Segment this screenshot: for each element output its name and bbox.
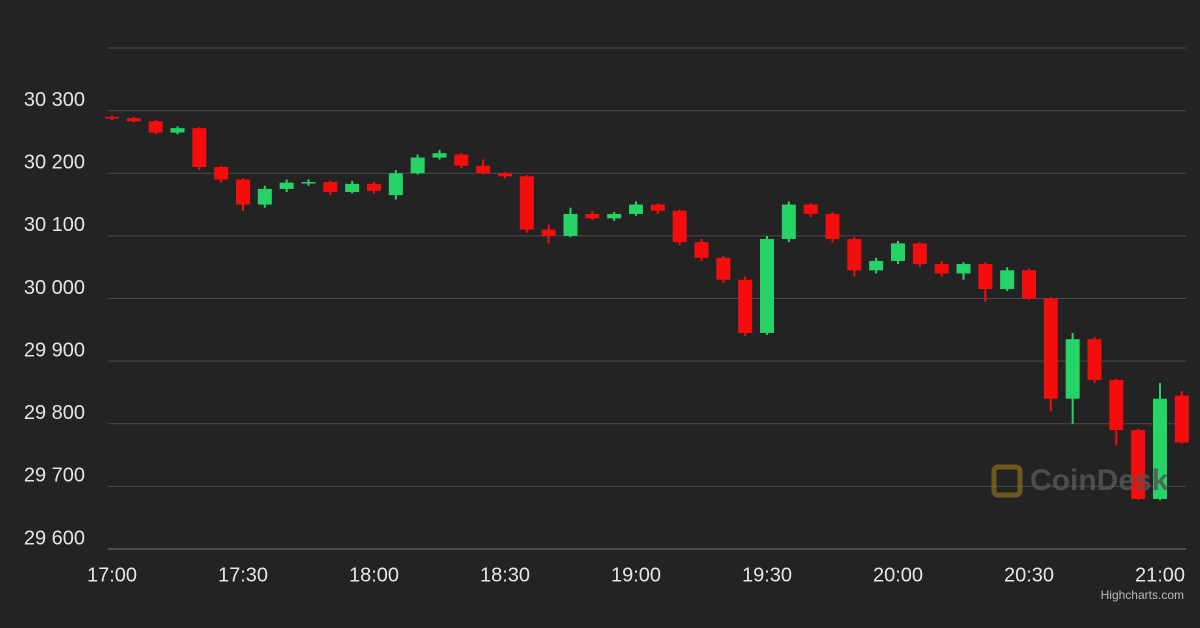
y-tick-label: 30 200 — [24, 152, 85, 174]
candle-body — [301, 182, 316, 184]
candle-body — [1043, 298, 1058, 399]
y-tick-label: 30 000 — [24, 277, 85, 299]
candle-body — [607, 213, 622, 219]
candle-body — [519, 176, 534, 230]
candle-body — [1065, 339, 1080, 399]
x-tick-label: 18:00 — [349, 564, 399, 586]
candle-body — [1131, 430, 1146, 499]
x-tick-label: 19:00 — [611, 564, 661, 586]
x-tick-label: 18:30 — [480, 564, 530, 586]
candle-body — [1174, 395, 1189, 443]
candle-body — [476, 165, 491, 174]
candle-body — [1022, 270, 1036, 299]
x-tick-label: 21:00 — [1135, 564, 1185, 586]
candle-body — [716, 257, 731, 280]
candle-body — [847, 239, 862, 271]
watermark-logo — [991, 464, 1023, 498]
candle-body — [869, 260, 884, 271]
candle-body — [279, 182, 294, 189]
candle-body — [454, 154, 469, 166]
candle-body — [257, 188, 272, 205]
x-tick-label: 17:00 — [87, 564, 137, 586]
candle-body — [891, 243, 905, 261]
candle-body — [672, 210, 687, 243]
candle-body — [1109, 379, 1124, 431]
watermark: CoinDesk — [1030, 464, 1169, 497]
x-tick-label: 20:00 — [873, 564, 923, 586]
candle-body — [345, 183, 360, 193]
candle-body — [694, 242, 709, 258]
y-tick-label: 30 300 — [24, 89, 85, 111]
candle-body — [629, 204, 643, 214]
y-tick-label: 29 600 — [24, 527, 85, 549]
candle-body — [956, 264, 971, 274]
candle-body — [541, 229, 556, 236]
candle-body — [105, 116, 119, 119]
candle-body — [214, 166, 229, 180]
candle-body — [1153, 398, 1167, 499]
candle-body — [803, 204, 818, 214]
x-tick-label: 20:30 — [1004, 564, 1054, 586]
candle-body — [323, 182, 338, 193]
candle-body — [650, 204, 665, 211]
candle-body — [432, 153, 447, 158]
candle-body — [978, 264, 993, 290]
candle-body — [498, 173, 512, 177]
candle-body — [585, 213, 600, 219]
x-tick-label: 19:30 — [742, 564, 792, 586]
candle-body — [126, 118, 141, 122]
y-tick-label: 30 100 — [24, 214, 85, 236]
candle-body — [148, 121, 163, 133]
credits: Highcharts.com — [1101, 588, 1184, 602]
candle-body — [1000, 270, 1015, 290]
y-tick-label: 29 900 — [24, 339, 85, 361]
candle-body — [738, 279, 753, 333]
candle-body — [388, 173, 403, 196]
candle-body — [192, 128, 207, 167]
candle-body — [410, 157, 425, 174]
candle-body — [781, 204, 796, 240]
candle-body — [367, 183, 381, 191]
candle-body — [825, 213, 840, 240]
candle-body — [912, 243, 927, 265]
candle-body — [170, 128, 185, 133]
x-tick-label: 17:30 — [218, 564, 268, 586]
candle-body — [1087, 339, 1102, 380]
candle-body — [563, 213, 578, 236]
candle-body — [760, 239, 774, 333]
y-tick-label: 29 700 — [24, 465, 85, 487]
candle-body — [934, 264, 949, 274]
y-tick-label: 29 800 — [24, 402, 85, 424]
candle-body — [236, 179, 250, 205]
